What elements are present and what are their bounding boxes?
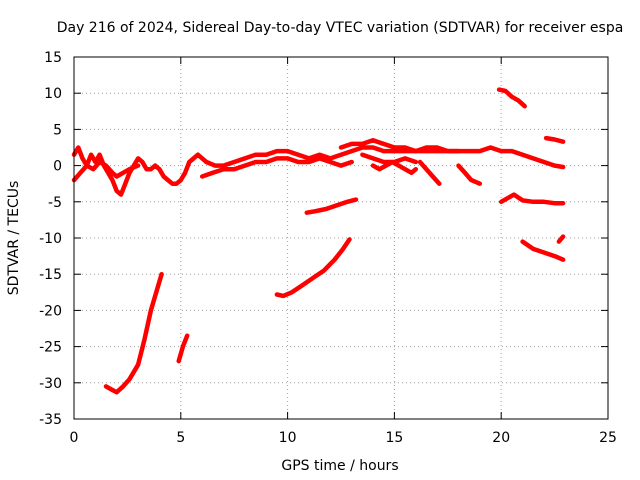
y-tick-label: -10 [39,231,62,247]
x-tick-label: 15 [385,430,403,446]
axis-ticks [73,56,609,420]
series-line-s14 [498,192,566,206]
x-tick-label: 0 [70,430,79,446]
y-tick-label: 15 [44,50,62,66]
y-tick-label: -30 [39,376,62,392]
series-line-s4 [338,138,461,154]
y-tick-labels: 15 10 5 0 -5 -10 -15 -20 -25 -30 -35 [39,50,62,428]
series-line-s17 [556,234,566,244]
series-line-s7 [417,159,442,186]
series-line-s5 [360,152,419,165]
series-line-s13 [496,87,527,109]
y-tick-label: -25 [39,340,62,356]
x-tick-label: 10 [279,430,297,446]
series-line-s1 [71,145,566,197]
series-line-s3 [199,156,354,179]
x-tick-labels: 0 5 10 15 20 25 [70,430,617,446]
series-line-s11 [103,271,164,395]
y-tick-label: -35 [39,412,62,428]
series-line-s6 [370,159,419,176]
series-line-s2 [71,159,141,183]
series-line-s9 [304,197,359,215]
series-line-s15 [520,239,566,262]
series-line-s12 [176,333,190,364]
x-tick-label: 25 [599,430,617,446]
y-tick-label: 0 [53,159,62,175]
series-line-s16 [543,135,566,144]
x-tick-label: 20 [492,430,510,446]
y-tick-label: 5 [53,122,62,138]
chart-title: Day 216 of 2024, Sidereal Day-to-day VTE… [57,20,624,36]
plot-frame [73,56,609,420]
y-tick-label: -5 [48,195,62,211]
x-axis-label: GPS time / hours [281,458,398,474]
series-line-s8 [456,163,483,186]
series-line-s10 [274,237,352,299]
y-tick-label: -15 [39,267,62,283]
plot-series [71,87,566,395]
x-tick-label: 5 [176,430,185,446]
grid [74,57,608,419]
y-tick-label: -20 [39,303,62,319]
y-axis-label: SDTVAR / TECUs [6,181,22,296]
y-tick-label: 10 [44,86,62,102]
